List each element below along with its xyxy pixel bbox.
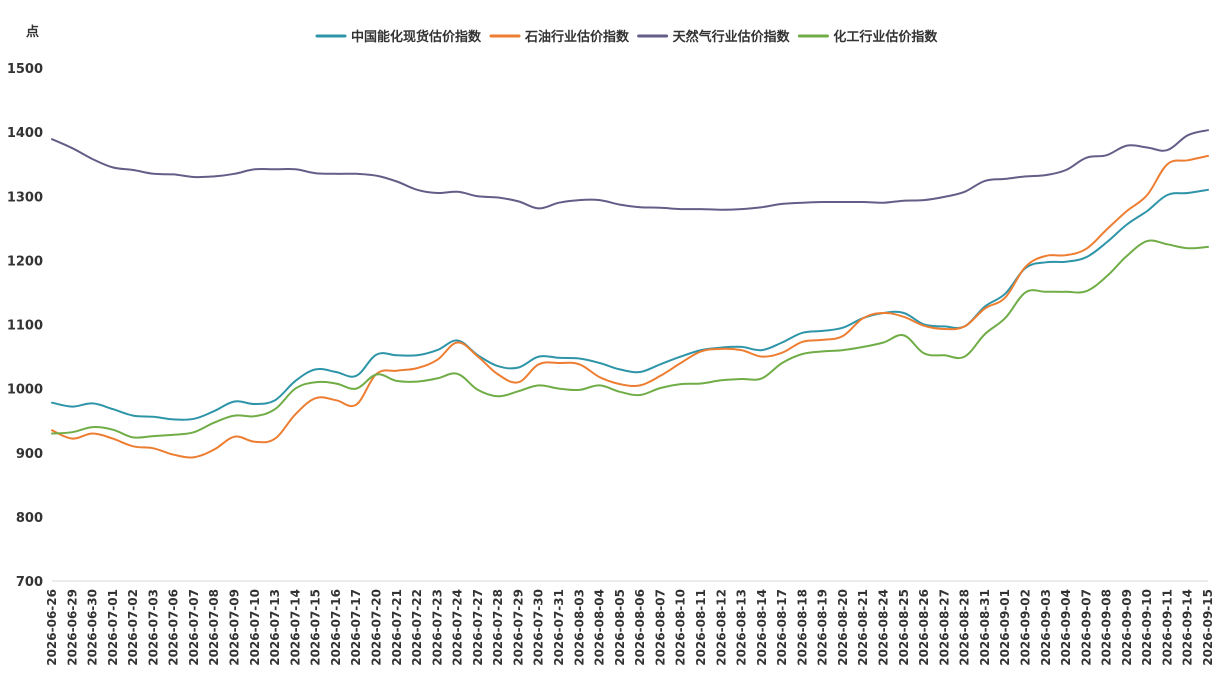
y-tick-label: 1300 xyxy=(7,190,43,205)
x-tick-label: 2026-07-23 xyxy=(430,589,444,666)
series-lines xyxy=(51,129,1209,459)
x-tick-label: 2026-07-20 xyxy=(369,589,383,666)
x-tick-label: 2026-09-07 xyxy=(1079,589,1093,666)
legend: 中国能化现货估价指数 石油行业估价指数 天然气行业估价指数 化工行业估价指数 xyxy=(315,29,938,45)
x-tick-label: 2026-07-16 xyxy=(329,589,343,666)
x-tick-label: 2026-08-13 xyxy=(735,589,749,666)
x-tick-label: 2026-09-08 xyxy=(1100,589,1114,666)
y-axis-unit-label: 点 xyxy=(26,24,39,40)
x-tick-label: 2026-09-11 xyxy=(1160,589,1174,666)
x-tick-label: 2026-08-06 xyxy=(633,589,647,666)
series-line-3 xyxy=(51,129,1209,211)
x-tick-label: 2026-09-01 xyxy=(998,589,1012,666)
legend-label: 石油行业估价指数 xyxy=(524,29,630,45)
x-tick-label: 2026-08-21 xyxy=(856,589,870,666)
x-tick-label: 2026-08-14 xyxy=(755,589,769,666)
x-tick-label: 2026-07-30 xyxy=(532,589,546,666)
x-tick-label: 2026-06-29 xyxy=(65,589,79,666)
legend-item-4[interactable]: 化工行业估价指数 xyxy=(797,29,938,45)
x-tick-label: 2026-08-04 xyxy=(593,589,607,666)
x-tick-label: 2026-07-01 xyxy=(106,589,120,666)
x-tick-label: 2026-09-04 xyxy=(1059,589,1073,666)
x-tick-label: 2026-08-17 xyxy=(775,589,789,666)
series-line-4 xyxy=(51,239,1209,439)
legend-item-1[interactable]: 中国能化现货估价指数 xyxy=(315,29,482,45)
x-tick-label: 2026-07-29 xyxy=(511,589,525,666)
y-tick-label: 1100 xyxy=(7,319,43,334)
y-axis-ticks: 700 800 900 1000 1100 1200 1300 1400 1500 xyxy=(7,62,43,590)
x-tick-label: 2026-07-13 xyxy=(268,589,282,666)
x-tick-label: 2026-07-03 xyxy=(146,589,160,666)
x-tick-label: 2026-08-20 xyxy=(836,589,850,666)
series-line-2 xyxy=(51,154,1209,459)
legend-label: 中国能化现货估价指数 xyxy=(351,29,482,45)
x-tick-label: 2026-07-22 xyxy=(410,589,424,666)
x-tick-label: 2026-08-07 xyxy=(653,589,667,666)
y-tick-label: 700 xyxy=(16,575,43,590)
y-tick-label: 900 xyxy=(16,447,43,462)
x-tick-label: 2026-09-15 xyxy=(1201,589,1215,666)
x-tick-label: 2026-09-02 xyxy=(1018,589,1032,666)
x-tick-label: 2026-07-02 xyxy=(126,589,140,666)
x-axis-ticks: 2026-06-26 2026-06-29 2026-06-30 2026-07-01… xyxy=(45,589,1215,666)
x-tick-label: 2026-08-27 xyxy=(937,589,951,666)
x-tick-label: 2026-07-08 xyxy=(207,589,221,666)
x-tick-label: 2026-07-28 xyxy=(491,589,505,666)
x-tick-label: 2026-08-25 xyxy=(897,589,911,666)
x-tick-label: 2026-09-14 xyxy=(1181,589,1195,666)
x-tick-label: 2026-09-03 xyxy=(1039,589,1053,666)
x-tick-label: 2026-09-10 xyxy=(1140,589,1154,666)
x-tick-label: 2026-08-11 xyxy=(694,589,708,666)
y-tick-label: 1000 xyxy=(7,383,43,398)
x-tick-label: 2026-08-10 xyxy=(674,589,688,666)
x-tick-label: 2026-09-09 xyxy=(1120,589,1134,666)
x-tick-label: 2026-07-09 xyxy=(228,589,242,666)
x-tick-label: 2026-07-06 xyxy=(167,589,181,666)
legend-label: 天然气行业估价指数 xyxy=(673,29,791,45)
x-tick-label: 2026-08-28 xyxy=(958,589,972,666)
x-tick-label: 2026-06-26 xyxy=(45,589,59,666)
x-tick-label: 2026-08-12 xyxy=(714,589,728,666)
x-tick-label: 2026-07-07 xyxy=(187,589,201,666)
x-tick-label: 2026-07-17 xyxy=(349,589,363,666)
x-tick-label: 2026-08-26 xyxy=(917,589,931,666)
x-tick-label: 2026-08-03 xyxy=(572,589,586,666)
y-tick-label: 800 xyxy=(16,511,43,526)
x-tick-label: 2026-07-21 xyxy=(390,589,404,666)
y-tick-label: 1400 xyxy=(7,126,43,141)
y-tick-label: 1200 xyxy=(7,254,43,269)
x-tick-label: 2026-07-27 xyxy=(471,589,485,666)
x-tick-label: 2026-07-31 xyxy=(552,589,566,666)
x-tick-label: 2026-07-15 xyxy=(309,589,323,666)
x-tick-label: 2026-06-30 xyxy=(86,589,100,666)
legend-item-2[interactable]: 石油行业估价指数 xyxy=(489,29,630,45)
x-tick-label: 2026-07-24 xyxy=(451,589,465,666)
x-tick-label: 2026-08-19 xyxy=(816,589,830,666)
x-tick-label: 2026-08-24 xyxy=(877,589,891,666)
x-tick-label: 2026-07-10 xyxy=(248,589,262,666)
y-tick-label: 1500 xyxy=(7,62,43,77)
x-tick-label: 2026-07-14 xyxy=(288,589,302,666)
legend-label: 化工行业估价指数 xyxy=(833,29,938,45)
x-tick-label: 2026-08-31 xyxy=(978,589,992,666)
x-tick-label: 2026-08-18 xyxy=(795,589,809,666)
x-tick-label: 2026-08-05 xyxy=(613,589,627,666)
legend-item-3[interactable]: 天然气行业估价指数 xyxy=(637,29,791,45)
